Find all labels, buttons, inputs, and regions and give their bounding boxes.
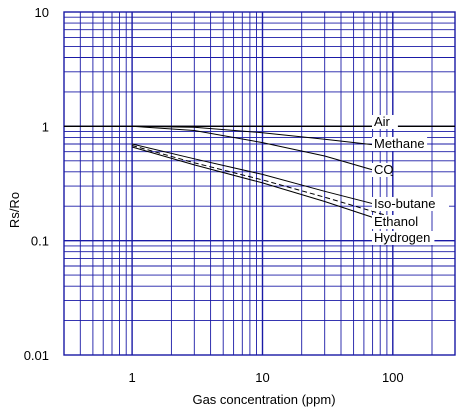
- series-line-hydrogen: [131, 146, 393, 225]
- plot-frame: [63, 11, 456, 356]
- series-label-background: [372, 231, 435, 245]
- series-line-ethanol: [131, 145, 393, 218]
- series-line-iso-butane: [131, 143, 393, 210]
- y-tick-label: 0.01: [24, 348, 49, 363]
- series-line-methane: [132, 125, 393, 148]
- x-axis-title: Gas concentration (ppm): [192, 392, 335, 407]
- series-label-background: [372, 115, 398, 129]
- x-tick-label: 10: [255, 370, 269, 385]
- series-label-iso-butane: Iso-butane: [374, 196, 435, 211]
- grid: [63, 12, 455, 355]
- y-tick-label: 1: [42, 119, 49, 134]
- plot-border: [63, 11, 456, 356]
- series-label-background: [372, 215, 428, 229]
- y-tick-label: 10: [35, 5, 49, 20]
- series-label-background: [372, 197, 449, 211]
- y-tick-label: 0.1: [31, 234, 49, 249]
- series-label-background: [372, 137, 428, 151]
- series-label-background: [372, 163, 391, 177]
- y-axis-title: Rs/Ro: [7, 192, 22, 228]
- tick-labels: 1 10 100 0.01 0.1 1 10: [24, 5, 404, 385]
- x-tick-label: 100: [382, 370, 404, 385]
- x-tick-label: 1: [128, 370, 135, 385]
- series-line-co: [132, 125, 393, 177]
- series-label-methane: Methane: [374, 136, 425, 151]
- series-label-ethanol: Ethanol: [374, 214, 418, 229]
- series-label-hydrogen: Hydrogen: [374, 230, 430, 245]
- series-label-co: CO: [374, 162, 394, 177]
- series-label-air: Air: [374, 114, 391, 129]
